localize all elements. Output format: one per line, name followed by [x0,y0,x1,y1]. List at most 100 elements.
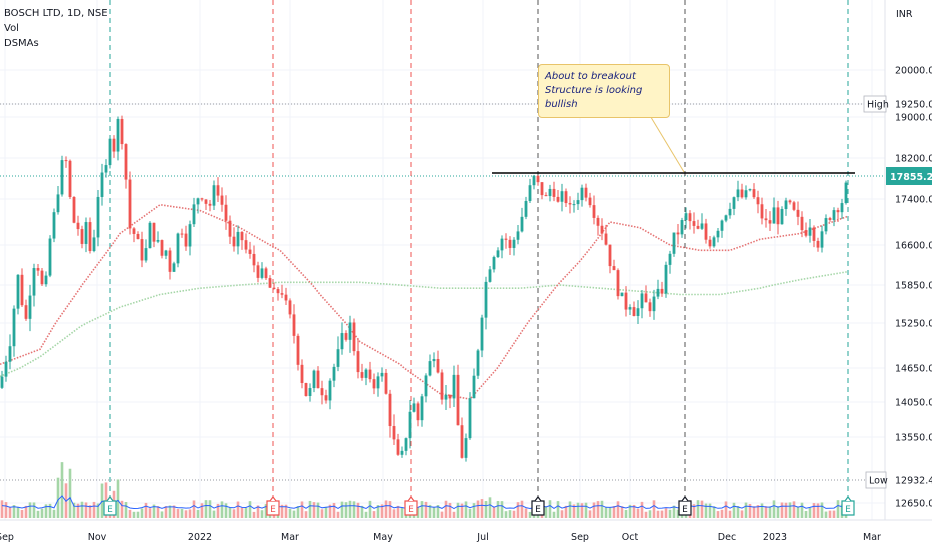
volume-bar [488,497,492,518]
y-tick-label: 15850.00 [895,281,932,292]
volume-bar [776,506,780,518]
volume-bar [588,510,592,518]
candle-body [804,230,808,236]
high-value-label: 19250.00 [895,100,932,111]
volume-bar [396,505,400,518]
candle-body [836,210,840,213]
candle-body [420,396,424,421]
volume-bar [32,502,36,518]
volume-line [1,495,847,510]
volume-bar [336,511,340,518]
volume-bar [616,501,620,518]
candle-body [648,302,652,312]
volume-bar [664,508,668,518]
symbol-title[interactable]: BOSCH LTD, 1D, NSE [4,8,108,19]
volume-bar [120,500,124,518]
candle-body [800,216,804,231]
volume-bar [296,506,300,518]
volume-bar [804,510,808,518]
candle-body [584,187,588,198]
volume-bar [20,509,24,518]
candle-body [472,375,476,399]
candle-body [476,350,480,376]
candle-body [612,266,616,271]
candle-body [840,203,844,213]
volume-bar [704,503,708,518]
dsmas-indicator-label[interactable]: DSMAs [4,38,39,49]
candle-body [356,351,360,373]
candle-body [828,218,832,220]
volume-bar [592,502,596,518]
volume-bar [316,502,320,518]
candle-body [292,314,296,336]
volume-bar [452,511,456,518]
candle-body [716,230,720,238]
candle-body [688,213,692,222]
y-tick-label: 17400.00 [895,195,932,206]
x-tick-label: Oct [622,532,639,543]
candle-body [460,425,464,458]
volume-bar [528,511,532,518]
volume-bar [388,501,392,518]
volume-bar [808,507,812,518]
volume-bar [772,500,776,518]
volume-bar [132,511,136,518]
volume-bar [484,501,488,518]
candle-body [4,361,8,377]
volume-bar [384,500,388,518]
annotation-callout[interactable]: About to breakout Structure is looking b… [538,64,670,118]
volume-bar [456,502,460,518]
volume-bar [224,503,228,518]
volume-bar [428,504,432,518]
candle-body [352,322,356,352]
volume-bar [152,504,156,518]
candle-body [84,222,88,244]
candle-body [128,179,132,229]
volume-bar [560,510,564,518]
y-tick-label: 13550.00 [895,433,932,444]
volume-bar [508,510,512,518]
candle-body [156,240,160,242]
earnings-badge-tip [407,496,415,502]
volume-bar [736,506,740,518]
volume-bar [256,505,260,518]
volume-ma-path [1,495,847,510]
volume-bar [768,506,772,518]
volume-bar [148,508,152,518]
candle-body [596,217,600,226]
volume-bar [72,502,76,518]
volume-bar [716,511,720,518]
candle-body [448,394,452,399]
volume-bar [136,511,140,518]
candle-body [832,210,836,220]
candle-body [552,188,556,197]
volume-bar [504,511,508,518]
candle-body [216,185,220,196]
volume-bar [372,511,376,518]
volume-bar [196,509,200,518]
slow-sma-line [0,270,849,378]
candle-body [180,233,184,235]
volume-bar [548,500,552,518]
candle-body [656,288,660,297]
volume-bar [764,506,768,518]
candle-body [120,118,124,145]
candle-body [56,194,60,213]
candle-body [88,222,92,252]
low-tag-label: Low [869,476,888,487]
candle-body [288,300,292,315]
candle-body [780,209,784,225]
candle-body [548,188,552,197]
candle-body [412,403,416,412]
volume-bar [24,505,28,518]
volume-bar [440,511,444,518]
candle-body [132,228,136,234]
volume-bar [676,509,680,518]
volume-bar [48,503,52,518]
volume-indicator-label[interactable]: Vol [4,23,19,34]
volume-bar [644,511,648,518]
candle-body [160,240,164,256]
candle-body [12,308,16,347]
